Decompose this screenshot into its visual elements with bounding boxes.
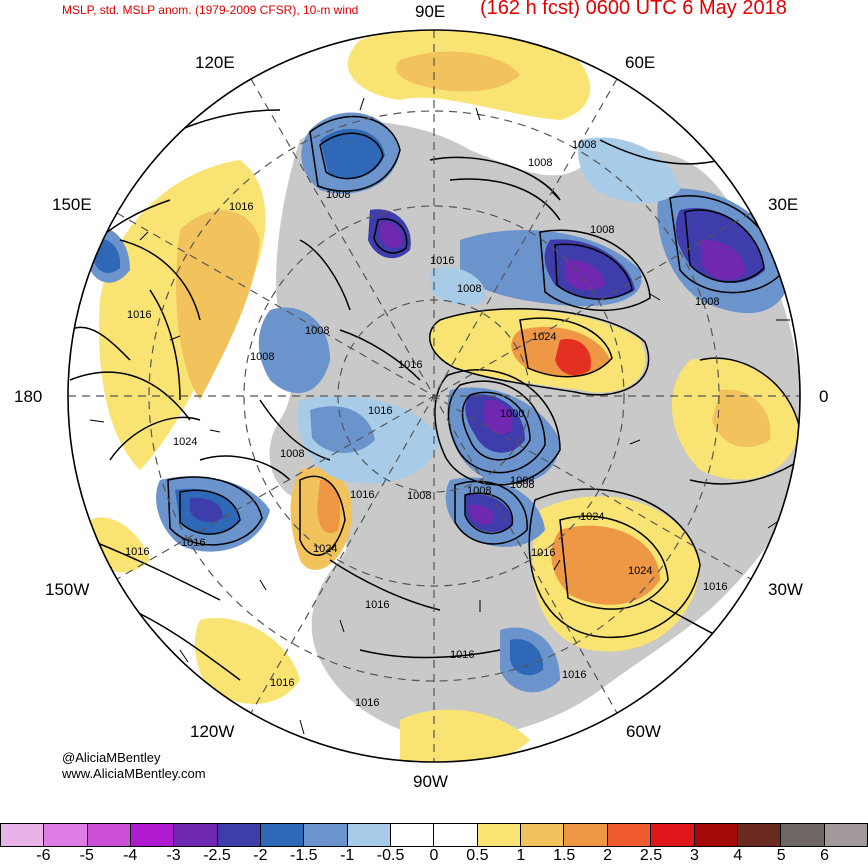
isobar-label: 1016 (125, 546, 149, 558)
lon-label-120w: 120W (190, 722, 235, 741)
colorbar-swatch (477, 823, 522, 847)
colorbar-label: -4 (123, 847, 138, 864)
isobar-label: 1016 (398, 359, 422, 371)
colorbar-label: -2 (253, 847, 268, 864)
isobar-label: 1008 (457, 283, 481, 295)
isobar-label: 1008 (407, 490, 431, 502)
credit-handle: @AliciaMBentley (62, 750, 161, 765)
colorbar-swatch (347, 823, 392, 847)
isobar-label: 1008 (695, 296, 719, 308)
colorbar (0, 823, 868, 849)
colorbar-label: -2.5 (203, 847, 231, 864)
lon-label-30w: 30W (768, 580, 803, 599)
lon-label-30e: 30E (768, 195, 799, 214)
isobar-label: 1016 (430, 255, 454, 267)
isobar-label: 1008 (572, 139, 596, 151)
isobar-label: 1016 (703, 581, 727, 593)
colorbar-label: 0.5 (466, 847, 489, 864)
credit-website: www.AliciaMBentley.com (62, 766, 206, 781)
colorbar-label: 5 (776, 847, 786, 864)
colorbar-label: 1 (516, 847, 526, 864)
lon-label-60e: 60E (625, 53, 656, 72)
map-title: MSLP, std. MSLP anom. (1979-2009 CFSR), … (62, 3, 359, 17)
isobar-label: 1016 (562, 669, 586, 681)
colorbar-swatch (174, 823, 218, 847)
lon-label-120e: 120E (195, 53, 235, 72)
lon-label-0: 0 (819, 387, 829, 406)
colorbar-swatch (607, 823, 652, 847)
colorbar-swatch (304, 823, 348, 847)
lon-label-60w: 60W (626, 722, 661, 741)
colorbar-labels: -6 -5 -4 -3 -2.5 -2 -1.5 -1 -0.5 0 0.5 1 1.5 2 2.5 3 4 5 6 (0, 847, 868, 865)
polar-stereographic-map: 1008 1008 1008 1016 1008 1016 1008 1024 … (67, 29, 801, 763)
isobar-label: 1016 (127, 309, 151, 321)
isobar-label: 1024 (628, 565, 652, 577)
colorbar-label: 3 (689, 847, 699, 864)
colorbar-label: 0 (429, 847, 439, 864)
colorbar-swatch (694, 823, 738, 847)
isobar-label: 1008 (510, 479, 534, 491)
anomaly-field (68, 30, 800, 762)
lon-label-90e: 90E (415, 2, 446, 21)
colorbar-label: -1.5 (290, 847, 318, 864)
isobar-label: 1008 (528, 157, 552, 169)
isobar-labels: 1008 1008 1008 1016 1008 1016 1008 1024 … (125, 139, 727, 709)
colorbar-label: 6 (820, 847, 830, 864)
isobar-label: 1024 (532, 331, 556, 343)
isobar-label: 1016 (229, 201, 253, 213)
isobar-label: 1024 (580, 511, 604, 523)
colorbar-swatch (824, 823, 868, 847)
colorbar-swatch (781, 823, 825, 847)
colorbar-label: -6 (36, 847, 51, 864)
isobar-label: 1016 (531, 547, 555, 559)
isobar-label: 1024 (313, 543, 337, 555)
isobar-label: 1016 (350, 489, 374, 501)
isobar-label: 1008 (590, 224, 614, 236)
colorbar-swatch (391, 823, 435, 847)
lon-label-90w: 90W (413, 772, 448, 791)
forecast-time-title: (162 h fcst) 0600 UTC 6 May 2018 (480, 0, 787, 19)
isobar-label: 1016 (365, 599, 389, 611)
isobar-label: 1016 (355, 697, 379, 709)
colorbar-swatch (217, 823, 262, 847)
colorbar-swatch (737, 823, 782, 847)
isobar-label: 1016 (181, 537, 205, 549)
colorbar-swatch (521, 823, 565, 847)
isobar-label: 1008 (326, 189, 350, 201)
isobar-label: 1016 (270, 677, 294, 689)
colorbar-swatch (434, 823, 478, 847)
lon-label-180: 180 (14, 387, 43, 406)
colorbar-label: -3 (166, 847, 181, 864)
isobar-label: 1016 (450, 649, 474, 661)
isobar-label: 1008 (280, 448, 304, 460)
colorbar-label: -1 (340, 847, 355, 864)
colorbar-swatch (0, 823, 45, 847)
colorbar-swatch (131, 823, 175, 847)
isobar-label: 1008 (467, 485, 491, 497)
isobar-label: 1024 (173, 436, 197, 448)
colorbar-swatch (261, 823, 305, 847)
colorbar-label: 4 (733, 847, 743, 864)
isobar-label: 1008 (250, 351, 274, 363)
colorbar-swatch (44, 823, 88, 847)
colorbar-label: 2.5 (639, 847, 663, 864)
colorbar-label: -0.5 (376, 847, 405, 864)
colorbar-label: 1.5 (553, 847, 576, 864)
colorbar-label: 2 (603, 847, 613, 864)
colorbar-label: -5 (79, 847, 94, 864)
isobar-label: 1008 (305, 325, 329, 337)
colorbar-swatch (564, 823, 608, 847)
colorbar-swatch (651, 823, 695, 847)
colorbar-swatch (87, 823, 132, 847)
isobar-label: 1000 (500, 408, 524, 420)
isobar-label: 1008 (510, 475, 534, 487)
map-boundary (67, 29, 801, 763)
lon-label-150e: 150E (52, 195, 92, 214)
lon-label-150w: 150W (45, 580, 90, 599)
isobar-label: 1016 (368, 405, 392, 417)
